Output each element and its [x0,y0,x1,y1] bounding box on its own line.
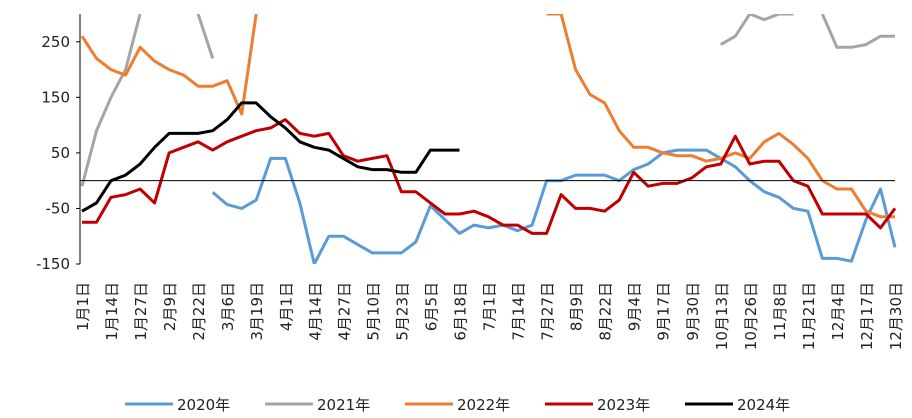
y-tick-label: -150 [36,255,70,273]
series-line [80,14,142,187]
legend-label: 2022年 [457,396,510,414]
x-tick-label: 6月18日 [451,282,469,341]
y-tick-label: 50 [51,144,70,162]
x-tick-label: 1月1日 [74,282,92,331]
x-tick-label: 12月17日 [858,282,876,350]
x-tick-label: 7月14日 [510,282,528,341]
x-tick-label: 10月13日 [713,282,731,350]
x-tick-label: 9月17日 [655,282,673,341]
series-line [196,14,215,59]
x-tick-label: 5月10日 [364,282,382,341]
legend-label: 2023年 [597,396,650,414]
legend-label: 2024年 [737,396,790,414]
x-tick-label: 10月26日 [742,282,760,350]
series-line [81,101,460,213]
x-tick-label: 11月21日 [800,282,818,350]
x-tick-label: 12月30日 [887,282,905,350]
plot-area [80,14,897,264]
x-tick-label: 12月4日 [829,282,847,341]
y-tick-label: 250 [41,33,70,51]
x-tick-label: 2月9日 [161,282,179,331]
series-line [82,118,897,235]
series-line [80,14,258,116]
x-tick-label: 3月19日 [248,282,266,341]
x-tick-label: 4月14日 [306,282,324,341]
x-tick-label: 8月22日 [597,282,615,341]
x-tick-label: 6月5日 [422,282,440,331]
x-tick-label: 1月27日 [132,282,150,341]
x-tick-label: 4月27日 [335,282,353,341]
x-tick-label: 5月23日 [393,282,411,341]
x-tick-label: 7月27日 [539,282,557,341]
series-line [720,14,794,46]
y-tick-label: -50 [46,199,71,217]
x-tick-label: 3月6日 [219,282,237,331]
x-tick-label: 7月1日 [481,282,499,331]
series-line [211,148,897,264]
x-tick-label: 11月8日 [771,282,789,341]
y-tick-label: 150 [41,88,70,106]
x-tick-label: 1月14日 [103,282,121,341]
x-tick-label: 8月9日 [568,282,586,331]
x-tick-label: 2月22日 [190,282,208,341]
x-tick-label: 9月4日 [626,282,644,331]
legend-label: 2021年 [317,396,370,414]
series-line [546,14,895,219]
x-tick-label: 9月30日 [684,282,702,341]
series-line [821,14,895,49]
x-tick-label: 4月1日 [277,282,295,331]
legend-label: 2020年 [177,396,230,414]
